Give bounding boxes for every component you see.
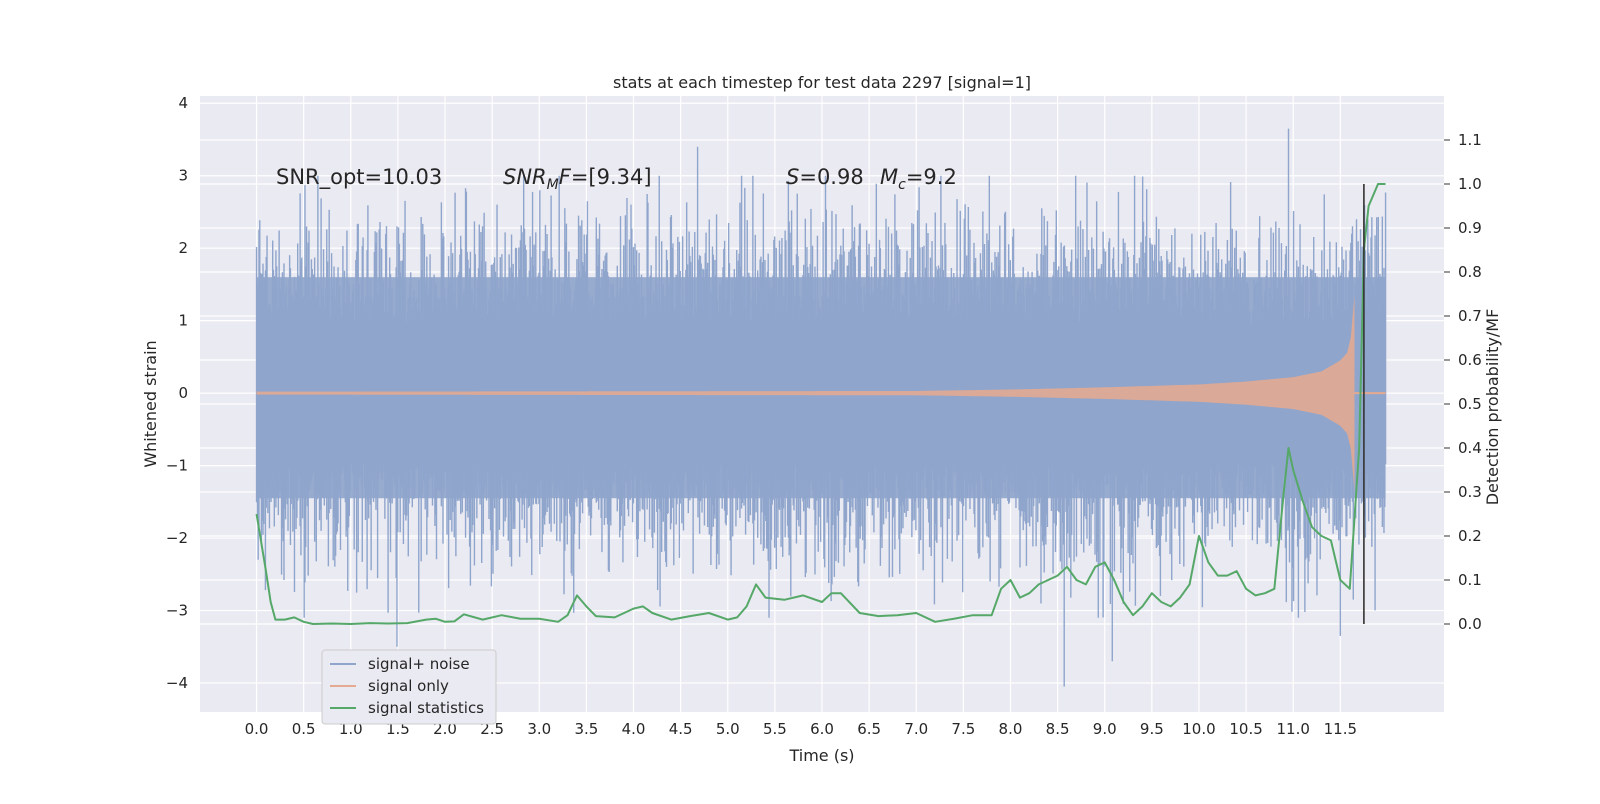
y-right-tick-label: 0.7 [1458, 307, 1482, 325]
chart-title: stats at each timestep for test data 229… [613, 73, 1031, 92]
x-tick-label: 5.0 [716, 720, 740, 738]
x-tick-label: 6.5 [857, 720, 881, 738]
x-tick-label: 8.0 [999, 720, 1023, 738]
x-tick-label: 4.5 [669, 720, 693, 738]
x-tick-label: 3.0 [527, 720, 551, 738]
x-tick-label: 8.5 [1046, 720, 1070, 738]
legend-label-noise: signal+ noise [368, 655, 470, 673]
y-right-tick-label: 1.1 [1458, 131, 1482, 149]
y-right-tick-label: 0.6 [1458, 351, 1482, 369]
y-left-tick-label: 4 [178, 94, 188, 112]
chirp-envelope [256, 295, 1355, 491]
x-axis-label: Time (s) [788, 746, 854, 765]
x-axis-ticks: 0.0 0.5 1.0 1.5 2.0 2.5 3.0 3.5 4.0 4.5 5.0 5.5 6.0 6… [245, 720, 1357, 738]
x-tick-label: 3.5 [574, 720, 598, 738]
legend-label-stats: signal statistics [368, 699, 484, 717]
mc-value: =9.2 [906, 165, 957, 189]
snr-mf-annotation: SNRMF=[9.34] [503, 165, 652, 193]
legend: signal+ noise signal only signal statist… [321, 649, 497, 725]
x-tick-label: 10.0 [1182, 720, 1215, 738]
y-right-tick-label: 0.2 [1458, 527, 1482, 545]
y-right-tick-label: 0.1 [1458, 571, 1482, 589]
y-left-tick-label: 1 [178, 312, 188, 330]
y-right-tick-label: 0.3 [1458, 483, 1482, 501]
snr-mf-sub: M [547, 177, 559, 193]
snr-mf-rest-value: =[9.34] [571, 165, 652, 189]
s-value: =0.98 [799, 165, 863, 189]
y-right-axis-label: Detection probability/MF [1483, 309, 1502, 506]
snr-mf-label: SNR [503, 165, 547, 189]
x-tick-label: 11.0 [1277, 720, 1310, 738]
signal-statistics-series [255, 183, 1386, 625]
snr-mf-rest: F=[9.34] [559, 165, 652, 189]
y-right-tick-label: 0.0 [1458, 615, 1482, 633]
mc-annotation: Mc=9.2 [880, 165, 957, 193]
s-annotation: S=0.98 [786, 165, 864, 189]
x-tick-label: 9.0 [1093, 720, 1117, 738]
mc-label: M [880, 165, 898, 189]
y-left-tick-label: 0 [178, 384, 188, 402]
y-left-tick-label: 3 [178, 167, 188, 185]
y-left-tick-label: −4 [166, 674, 188, 692]
s-label: S [786, 165, 799, 189]
y-left-tick-label: 2 [178, 239, 188, 257]
y-left-axis-ticks: 4 3 2 1 0 −1 −2 −3 −4 [166, 94, 188, 692]
y-right-tick-label: 0.5 [1458, 395, 1482, 413]
y-right-tick-label: 1.0 [1458, 175, 1482, 193]
y-left-tick-label: −1 [166, 457, 188, 475]
y-right-tick-label: 0.4 [1458, 439, 1482, 457]
y-left-tick-label: −2 [166, 529, 188, 547]
x-tick-label: 7.0 [904, 720, 928, 738]
legend-label-signal: signal only [368, 677, 449, 695]
x-tick-label: 10.5 [1229, 720, 1262, 738]
x-tick-label: 11.5 [1324, 720, 1357, 738]
x-tick-label: 4.0 [622, 720, 646, 738]
x-tick-label: 5.5 [763, 720, 787, 738]
y-right-axis-ticks: 1.1 1.0 0.9 0.8 0.7 0.6 0.5 0.4 0.3 0.2 0.1 0.0 [1444, 131, 1482, 633]
mc-sub: c [898, 177, 906, 193]
snr-mf-rest-italic: F [559, 165, 572, 189]
snr-opt-annotation: SNR_opt=10.03 [276, 165, 442, 190]
x-tick-label: 0.0 [245, 720, 269, 738]
x-tick-label: 9.5 [1140, 720, 1164, 738]
x-tick-label: 6.0 [810, 720, 834, 738]
y-left-axis-label: Whitened strain [141, 340, 160, 467]
y-right-tick-label: 0.9 [1458, 219, 1482, 237]
x-tick-label: 0.5 [292, 720, 316, 738]
x-tick-label: 7.5 [951, 720, 975, 738]
y-right-tick-label: 0.8 [1458, 263, 1482, 281]
y-left-tick-label: −3 [166, 602, 188, 620]
legend-box [321, 649, 497, 725]
stats-line [255, 183, 1386, 625]
